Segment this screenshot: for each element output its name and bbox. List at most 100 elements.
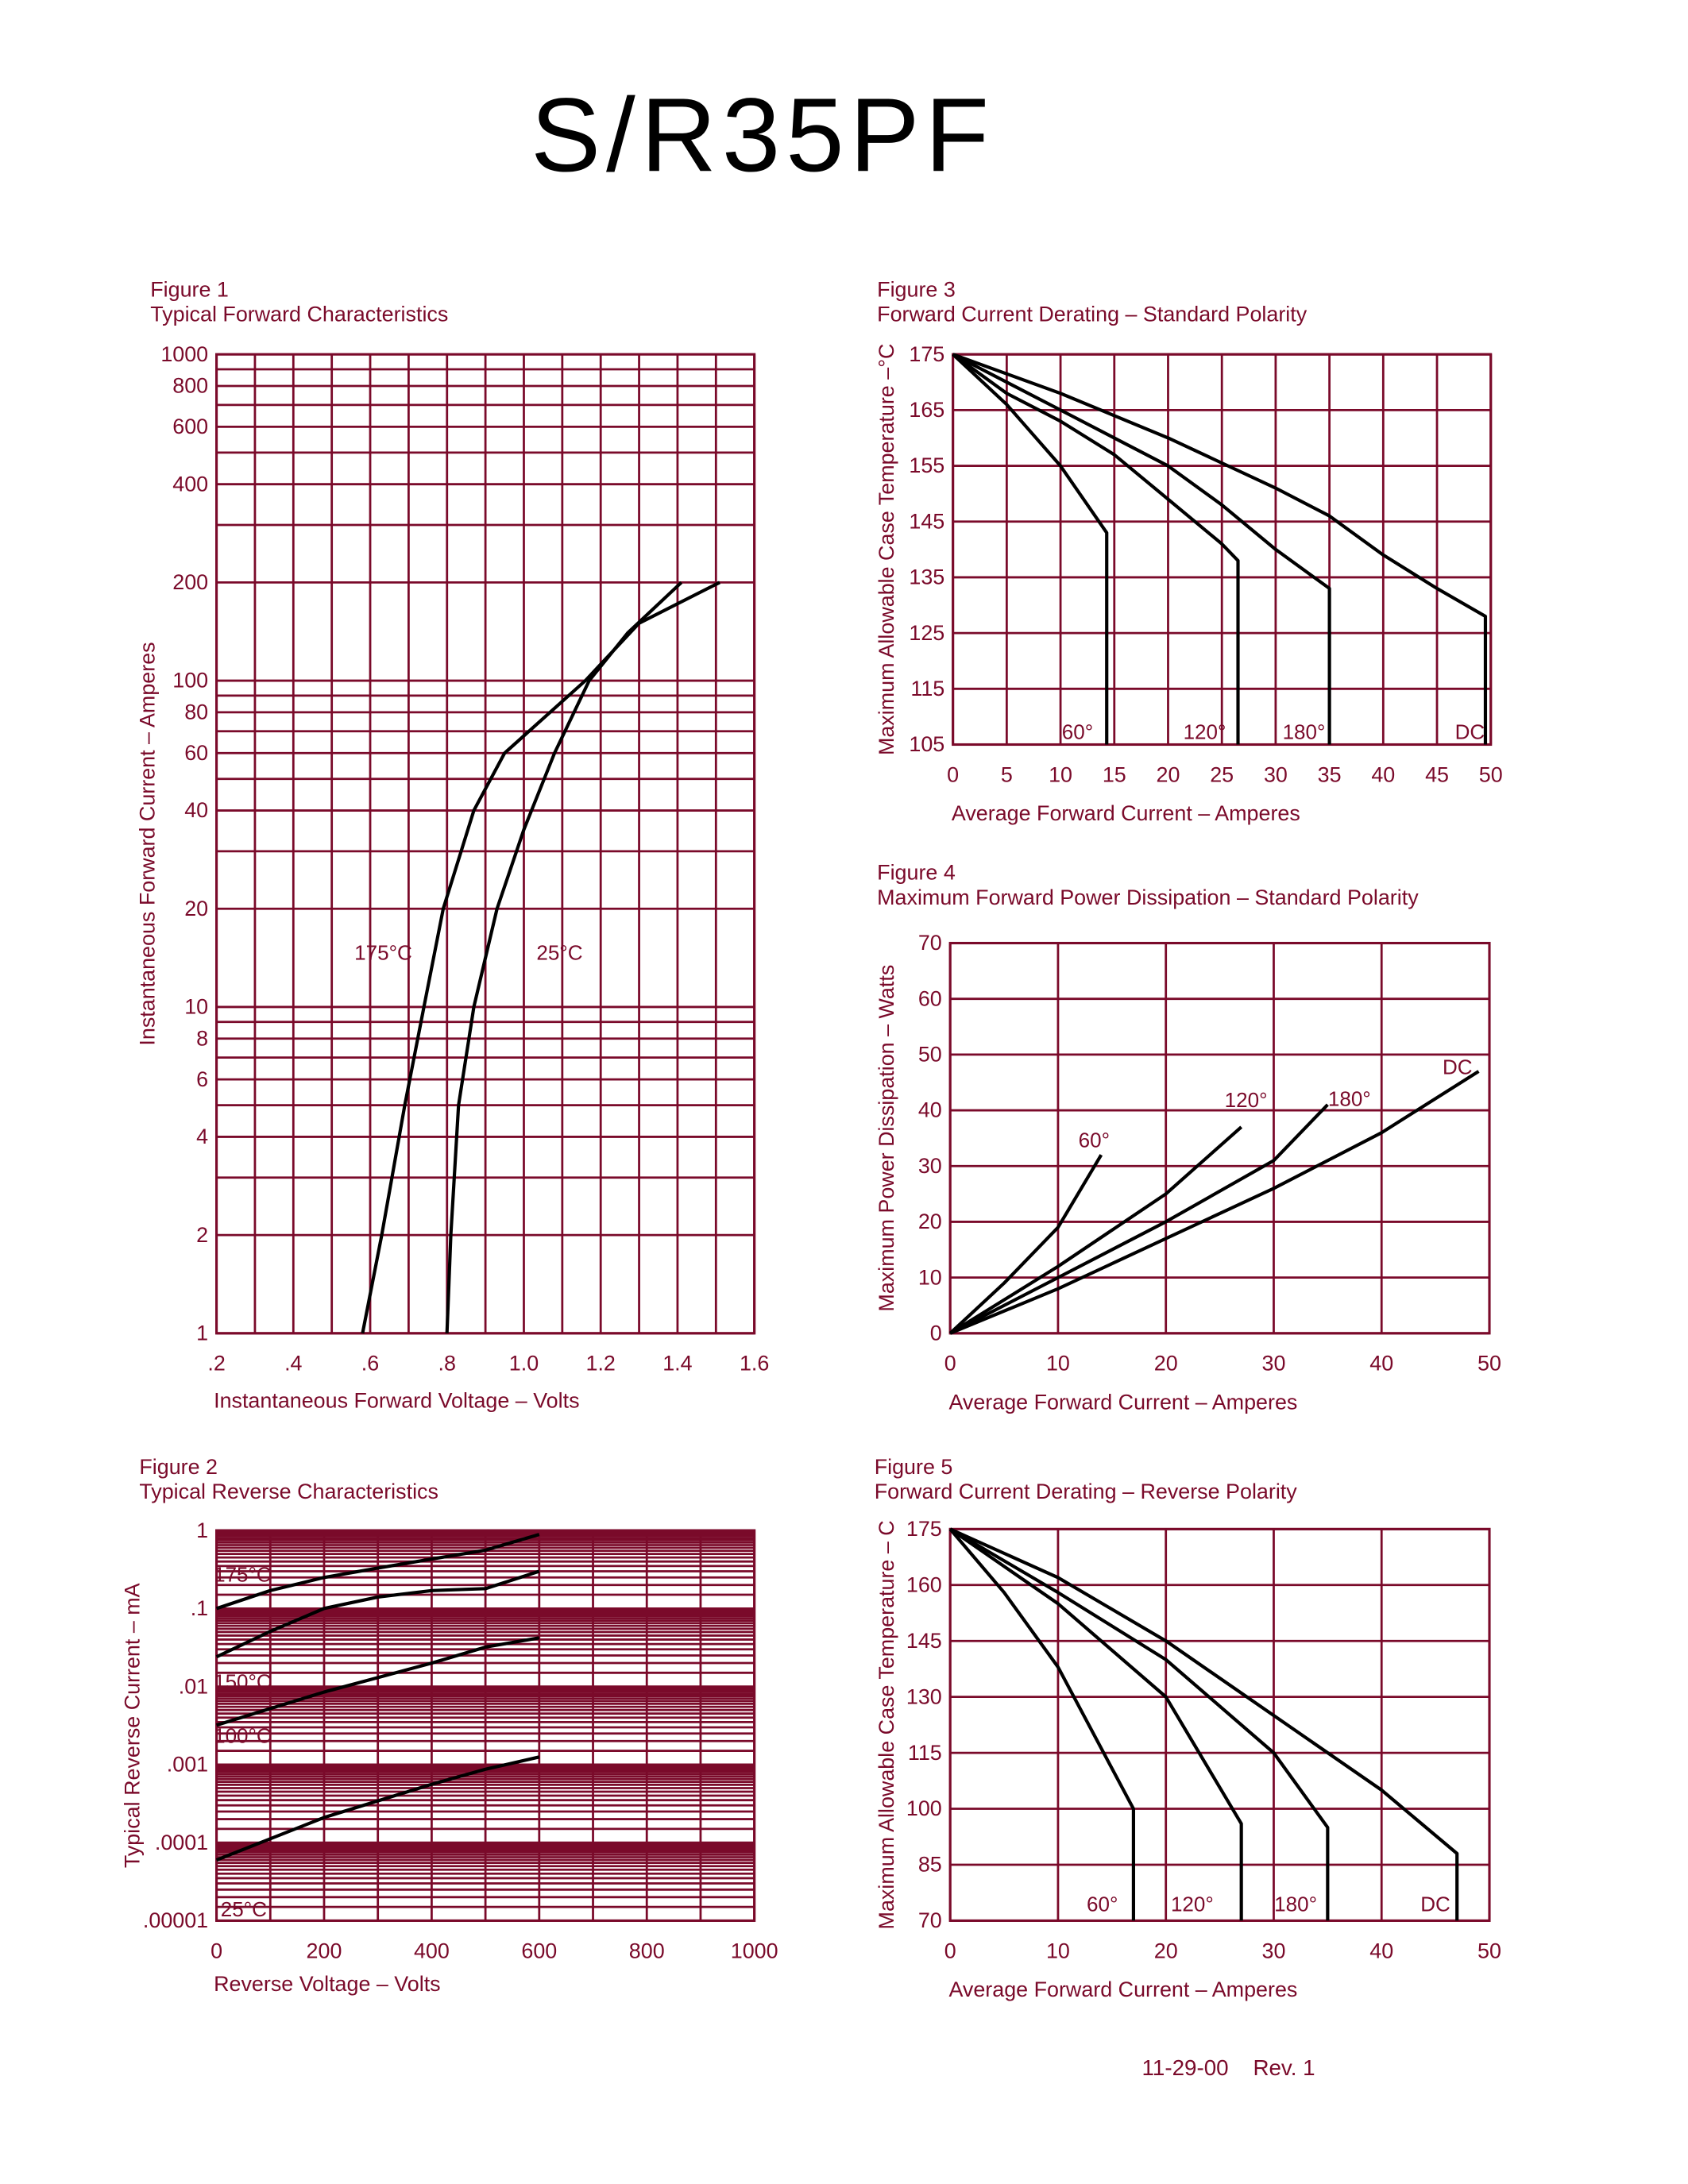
- series-label: 150°C: [214, 1670, 272, 1694]
- y-tick-label: 60: [184, 741, 208, 765]
- x-tick-label: .2: [207, 1352, 225, 1376]
- series-line-180: [949, 1527, 1330, 1921]
- y-tick-label: 800: [172, 374, 208, 398]
- series-line-120: [948, 1527, 1243, 1921]
- series-label: 60°: [1079, 1128, 1110, 1152]
- y-tick-label: 0: [930, 1321, 942, 1345]
- y-tick-label: 10: [184, 995, 208, 1019]
- y-tick-label: 100: [906, 1796, 942, 1820]
- y-axis-label: Maximum Allowable Case Temperature – C: [875, 1520, 898, 1929]
- x-tick-label: 45: [1425, 762, 1449, 786]
- figure-title: Forward Current Derating – Reverse Polar…: [875, 1480, 1298, 1503]
- y-tick-label: 40: [918, 1098, 942, 1122]
- y-tick-label: 30: [918, 1154, 942, 1178]
- plot-frame: [948, 1527, 1491, 1922]
- plot-frame: [215, 1529, 756, 1922]
- x-axis-label: Average Forward Current – Amperes: [948, 1978, 1297, 2001]
- x-tick-label: 1000: [731, 1939, 778, 1962]
- y-tick-label: 60: [918, 986, 942, 1010]
- x-tick-label: 40: [1371, 762, 1395, 786]
- x-axis-label: Average Forward Current – Amperes: [948, 1390, 1297, 1414]
- x-tick-label: 1.0: [509, 1352, 539, 1376]
- series-line-dc: [952, 353, 1488, 745]
- series-line-60: [948, 1154, 1103, 1335]
- y-axis-label: Typical Reverse Current – mA: [120, 1583, 144, 1868]
- plot-frame: [948, 941, 1491, 1335]
- x-tick-label: 40: [1369, 1939, 1393, 1962]
- x-tick-label: 20: [1154, 1939, 1178, 1962]
- y-tick-label: .001: [167, 1753, 208, 1777]
- series-line-dc: [949, 1070, 1480, 1335]
- y-tick-label: 135: [909, 565, 944, 589]
- x-tick-label: 0: [944, 1939, 956, 1962]
- y-tick-label: .00001: [143, 1908, 208, 1932]
- x-tick-label: 15: [1103, 762, 1126, 786]
- series-line-25c: [445, 581, 683, 1333]
- y-tick-label: 1: [196, 1321, 208, 1345]
- figure-number: Figure 2: [139, 1455, 218, 1479]
- y-axis-label: Maximum Allowable Case Temperature –°C: [875, 344, 898, 755]
- series-label: 60°: [1062, 720, 1093, 744]
- series-line-dc: [949, 1527, 1459, 1921]
- x-tick-label: 10: [1049, 762, 1072, 786]
- x-tick-label: 600: [521, 1939, 557, 1962]
- plot-frame: [952, 353, 1493, 747]
- series-label: 175°C: [354, 940, 412, 964]
- grid: [948, 1527, 1491, 1922]
- series-line-180: [949, 1103, 1329, 1335]
- series-label: 25°C: [221, 1897, 267, 1921]
- y-tick-label: 145: [909, 509, 944, 533]
- y-tick-label: 1: [196, 1518, 208, 1542]
- x-tick-label: 30: [1264, 762, 1288, 786]
- y-tick-label: 70: [918, 1908, 942, 1932]
- series-label: 120°: [1171, 1892, 1214, 1916]
- y-tick-label: 85: [918, 1853, 942, 1877]
- y-tick-label: 40: [184, 798, 208, 822]
- x-axis-label: Instantaneous Forward Voltage – Volts: [214, 1389, 579, 1413]
- x-tick-label: 50: [1477, 1352, 1501, 1376]
- x-tick-label: 1.2: [586, 1352, 616, 1376]
- x-tick-label: .4: [284, 1352, 302, 1376]
- x-tick-label: 400: [414, 1939, 450, 1962]
- y-tick-label: 4: [196, 1125, 208, 1148]
- x-tick-label: 0: [944, 1352, 956, 1376]
- grid: [215, 354, 756, 1335]
- series-line-100c: [215, 1636, 540, 1727]
- y-tick-label: 155: [909, 453, 944, 477]
- y-tick-label: 20: [184, 897, 208, 920]
- series-label: 175°C: [214, 1562, 272, 1586]
- y-tick-label: 20: [918, 1210, 942, 1233]
- x-tick-label: 10: [1046, 1352, 1070, 1376]
- y-tick-label: 125: [909, 621, 944, 645]
- y-tick-label: 200: [172, 570, 208, 594]
- document-title: S/R35PF: [531, 76, 995, 193]
- series-label: 100°C: [214, 1723, 272, 1747]
- y-tick-label: 50: [918, 1043, 942, 1067]
- y-tick-label: 8: [196, 1026, 208, 1050]
- y-tick-label: 600: [172, 415, 208, 438]
- series-line-180: [952, 353, 1331, 745]
- x-tick-label: 200: [307, 1939, 342, 1962]
- y-tick-label: 100: [172, 669, 208, 693]
- y-tick-label: 130: [906, 1684, 942, 1708]
- y-tick-label: .0001: [155, 1831, 208, 1854]
- y-axis-label: Maximum Power Dissipation – Watts: [875, 965, 898, 1312]
- grid: [948, 942, 1491, 1335]
- x-tick-label: .6: [361, 1352, 379, 1376]
- y-tick-label: 160: [906, 1572, 942, 1596]
- figure-title: Forward Current Derating – Standard Pola…: [877, 303, 1308, 326]
- y-tick-label: 70: [918, 931, 942, 955]
- grid: [215, 1530, 756, 1922]
- grid: [952, 353, 1493, 746]
- y-tick-label: 1000: [160, 342, 208, 366]
- x-tick-label: 30: [1262, 1939, 1286, 1962]
- y-axis-label: Instantaneous Forward Current – Amperes: [135, 642, 159, 1045]
- x-tick-label: 1.4: [662, 1352, 692, 1376]
- series-label: 180°: [1328, 1086, 1371, 1110]
- series-line-120: [952, 353, 1240, 745]
